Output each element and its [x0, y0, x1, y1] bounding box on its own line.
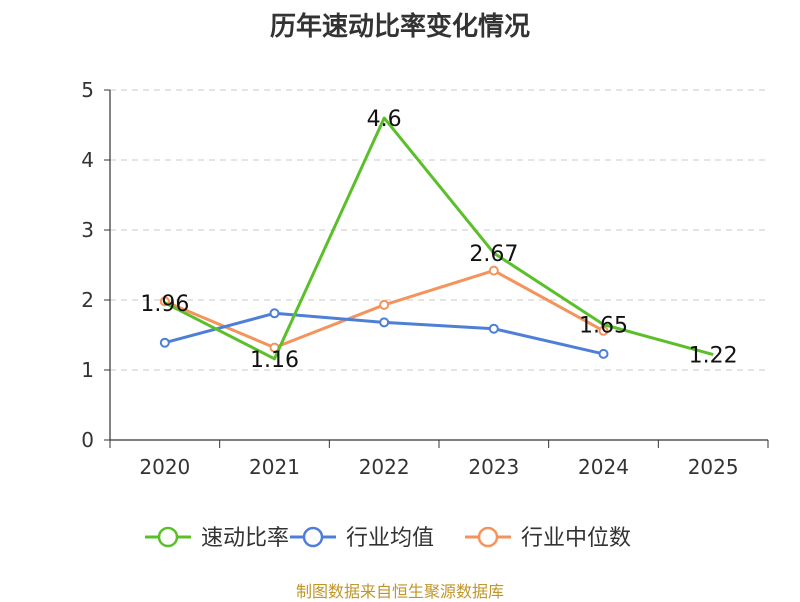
series-1-point-2022	[379, 317, 390, 328]
legend-marker-2	[477, 526, 499, 548]
x-tick-label-2020: 2020	[139, 455, 190, 479]
data-label-2020: 1.96	[140, 292, 189, 317]
series-1-point-2020	[159, 337, 170, 348]
data-label-2021: 1.16	[250, 348, 299, 373]
x-tick-label-2021: 2021	[249, 455, 300, 479]
data-label-2023: 2.67	[469, 242, 518, 267]
legend-marker-1	[302, 526, 324, 548]
y-tick-label-3: 3	[81, 218, 94, 242]
y-tick-label-2: 2	[81, 288, 94, 312]
data-label-2022: 4.6	[367, 107, 402, 132]
data-label-2025: 1.22	[689, 344, 738, 369]
series-2-point-2024	[598, 325, 609, 336]
legend-label-1: 行业均值	[346, 526, 434, 551]
x-tick-label-2022: 2022	[359, 455, 410, 479]
series-1-point-2024	[598, 348, 609, 359]
chart-title: 历年速动比率变化情况	[269, 12, 530, 42]
legend-label-2: 行业中位数	[521, 526, 631, 551]
x-tick-label-2025: 2025	[688, 455, 739, 479]
series-1-point-2021	[269, 308, 280, 319]
legend-marker-0	[157, 526, 179, 548]
y-tick-label-0: 0	[81, 428, 94, 452]
series-2-point-2022	[379, 299, 390, 310]
x-tick-label-2024: 2024	[578, 455, 629, 479]
series-2-point-2023	[488, 265, 499, 276]
data-label-2024: 1.65	[579, 314, 628, 339]
y-tick-label-5: 5	[81, 78, 94, 102]
y-tick-label-1: 1	[81, 358, 94, 382]
series-1-point-2023	[488, 323, 499, 334]
series-line-0	[164, 116, 714, 361]
source-note: 制图数据来自恒生聚源数据库	[295, 582, 504, 601]
x-tick-label-2023: 2023	[468, 455, 519, 479]
y-tick-label-4: 4	[81, 148, 94, 172]
legend-label-0: 速动比率	[201, 526, 289, 551]
